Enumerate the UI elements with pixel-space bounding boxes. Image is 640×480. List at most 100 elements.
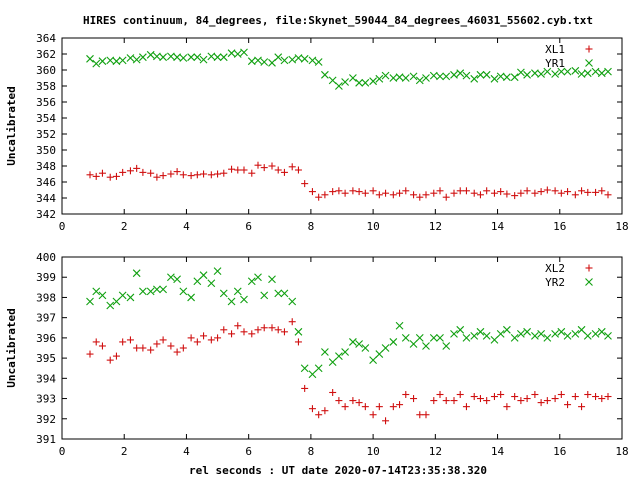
marker-stroke [314,58,323,66]
yr1-point [462,71,471,80]
xl1-point [214,170,222,178]
marker-stroke [563,67,572,76]
xl2-point [280,328,288,336]
xl1-point [207,171,215,179]
marker-stroke [456,325,465,334]
marker-stroke [583,69,592,78]
yr1-point [187,53,196,62]
xl1-point [315,193,323,201]
xl2-point [341,403,349,411]
marker-stroke [320,70,329,79]
marker-stroke [328,358,337,367]
yr2-point [86,297,94,306]
x-tick-label: 10 [366,220,379,233]
xl2-point [511,393,519,401]
marker-stroke [462,333,471,342]
yr1-point [341,78,350,86]
yr2-point [240,295,248,304]
yr2-point [254,273,262,282]
yr2-point [409,340,418,348]
yr1-point [482,70,491,79]
yr1-point [240,48,248,57]
marker-stroke [193,53,202,62]
marker-stroke [288,297,297,306]
marker-stroke [213,267,222,276]
xl2-point [214,334,222,342]
yr1-point [361,78,370,87]
xl2-point [436,391,444,399]
marker-stroke [543,67,552,76]
marker-stroke [199,271,208,280]
yr1-point [415,76,424,85]
xl2-point [274,326,282,334]
xl1-point [112,172,120,180]
top-panel: 0 2 4 6 8 10 12 14 16 18 342 344 346 348 350 352 354 356 3… [5,32,629,233]
xl2-point [294,338,302,346]
marker-stroke [334,82,343,90]
xl1-point [410,191,418,199]
y-tick-label: 356 [36,96,56,109]
y-tick-label: 350 [36,144,56,157]
y-tick-label: 396 [36,332,56,345]
marker-stroke [227,49,236,58]
xl1-point [470,189,478,197]
xl1-point [578,187,586,195]
yr2-point [260,291,269,300]
yr2-point [328,358,337,367]
yr1-point [274,53,283,62]
marker-stroke [86,54,94,63]
yr1-point [470,74,479,83]
marker-stroke [314,364,323,373]
xl2-point [369,411,377,419]
y-tick-label: 397 [36,312,56,325]
yr1-point [551,70,559,78]
y-tick-label: 360 [36,64,56,77]
yr2-point [523,327,531,336]
marker-stroke [409,72,418,81]
legend-marker-yr1 [585,59,593,67]
x-tick-label: 6 [245,220,252,233]
marker-stroke [334,352,343,360]
x-tick-label: 0 [59,445,66,458]
xl2-point [557,391,565,399]
marker-stroke [571,329,580,338]
marker-stroke [531,331,539,340]
yr1-point [543,67,552,76]
yr2-point [187,293,196,302]
yr2-point [179,287,188,296]
marker-stroke [341,78,350,86]
marker-stroke [152,52,161,61]
xl2-point [193,338,201,346]
yr2-point [92,287,101,296]
yr2-point [381,344,390,352]
marker-stroke [429,333,438,342]
xl1-point [483,187,491,195]
xl1-point [564,188,572,196]
xl2-point [254,326,262,334]
marker-stroke [436,333,444,342]
yr2-point [274,289,283,298]
y-tick-label: 393 [36,393,56,406]
marker-stroke [577,325,586,334]
xl1-point [557,189,565,197]
marker-stroke [247,57,256,66]
xl2-point [517,397,525,405]
x-tick-label: 16 [553,220,566,233]
xl2-point [604,393,612,401]
yr2-point [422,342,430,350]
yr2-point [207,279,216,288]
marker-stroke [288,55,297,64]
yr1-point [583,69,592,78]
y-tick-label: 354 [36,112,56,125]
marker-stroke [450,70,458,79]
yr1-point [173,53,182,62]
y-tick-label: 348 [36,160,56,173]
yr2-point [219,289,228,298]
yr1-point [166,52,175,61]
marker-stroke [179,287,188,296]
marker-stroke [173,275,182,284]
marker-stroke [112,57,121,66]
marker-stroke [260,291,269,300]
xl2-point [442,397,450,405]
xl2-point [592,393,600,401]
